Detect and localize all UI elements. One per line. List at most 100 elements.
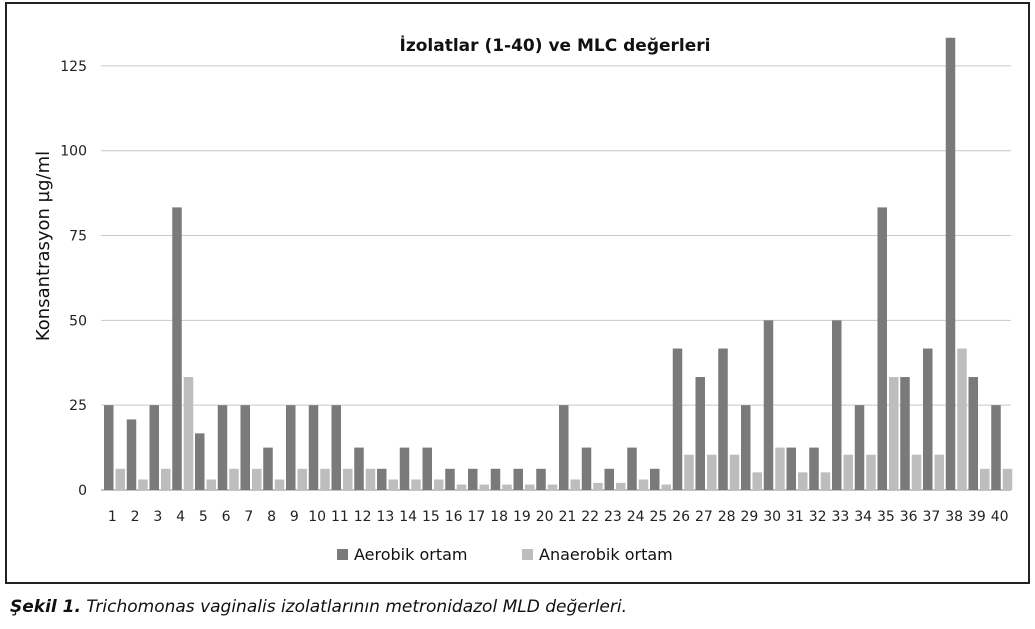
bar-anaerobik-39 — [980, 468, 990, 490]
x-tick-label: 17 — [467, 509, 485, 525]
x-tick-label: 9 — [290, 509, 299, 525]
x-tick-label: 1 — [108, 509, 117, 525]
bar-anaerobik-3 — [161, 468, 171, 490]
bar-aerobik-39 — [968, 377, 978, 490]
bar-anaerobik-20 — [547, 484, 558, 490]
x-tick-label: 25 — [649, 509, 667, 525]
bar-aerobik-22 — [581, 447, 592, 490]
bar-anaerobik-31 — [798, 472, 808, 490]
bar-aerobik-37 — [923, 348, 933, 490]
bar-anaerobik-22 — [593, 482, 603, 490]
y-tick-labels: 0 25 50 75 100 125 — [60, 59, 87, 499]
bar-aerobik-28 — [718, 348, 728, 490]
bar-anaerobik-19 — [525, 484, 535, 490]
bar-aerobik-15 — [422, 447, 432, 490]
x-tick-label: 30 — [763, 509, 781, 525]
bar-anaerobik-25 — [661, 484, 671, 490]
legend-label-aerobik: Aerobik ortam — [354, 545, 468, 564]
x-tick-label: 36 — [900, 509, 918, 525]
bar-aerobik-7 — [240, 405, 250, 490]
legend-swatch-anaerobik — [522, 549, 533, 560]
bar-aerobik-17 — [468, 468, 478, 490]
bar-aerobik-8 — [263, 447, 273, 490]
x-tick-label: 40 — [991, 509, 1009, 525]
x-tick-label: 14 — [399, 509, 417, 525]
bar-aerobik-34 — [854, 405, 865, 490]
figure-caption: Şekil 1. Trichomonas vaginalis izolatlar… — [10, 597, 627, 617]
x-tick-label: 27 — [695, 509, 713, 525]
bar-anaerobik-26 — [684, 454, 694, 490]
bar-aerobik-23 — [604, 468, 614, 490]
bar-anaerobik-32 — [820, 472, 831, 490]
x-tick-label: 19 — [513, 509, 531, 525]
bar-aerobik-18 — [490, 468, 501, 490]
bar-aerobik-31 — [786, 447, 796, 490]
y-tick-label: 125 — [60, 59, 87, 75]
x-tick-label: 3 — [153, 509, 162, 525]
bar-aerobik-27 — [695, 377, 705, 490]
x-tick-label: 4 — [176, 509, 185, 525]
bar-anaerobik-16 — [456, 484, 467, 490]
bar-aerobik-9 — [286, 405, 296, 490]
caption-text: Trichomonas vaginalis izolatlarının metr… — [80, 597, 627, 617]
x-tick-label: 16 — [445, 509, 463, 525]
bar-anaerobik-11 — [343, 468, 353, 490]
y-axis-label: Konsantrasyon µg/ml — [33, 151, 54, 341]
bar-anaerobik-5 — [206, 479, 216, 490]
x-tick-label: 35 — [877, 509, 895, 525]
caption-label: Şekil 1. — [10, 597, 81, 617]
bar-anaerobik-13 — [388, 479, 398, 490]
bar-aerobik-1 — [104, 405, 114, 490]
bar-aerobik-40 — [991, 405, 1001, 490]
x-tick-label: 24 — [627, 509, 645, 525]
bar-anaerobik-24 — [638, 479, 649, 490]
x-tick-label: 39 — [968, 509, 986, 525]
bar-aerobik-4 — [172, 207, 182, 490]
bar-aerobik-13 — [377, 468, 387, 490]
x-tick-labels: 1 2 3 4 5 6 7 8 9 10 11 12 13 14 15 16 17 18 19 20 21 22 23 24 2… — [108, 509, 1009, 525]
x-tick-label: 10 — [308, 509, 326, 525]
bar-aerobik-21 — [559, 405, 569, 490]
x-tick-label: 22 — [581, 509, 599, 525]
bar-aerobik-26 — [672, 348, 683, 490]
legend-label-anaerobik: Anaerobik ortam — [539, 545, 673, 564]
x-tick-label: 34 — [854, 509, 872, 525]
bar-anaerobik-2 — [138, 479, 148, 490]
bar-anaerobik-33 — [843, 454, 853, 490]
bar-anaerobik-30 — [775, 447, 785, 490]
bar-aerobik-29 — [741, 405, 751, 490]
x-tick-label: 37 — [922, 509, 940, 525]
x-tick-label: 7 — [244, 509, 253, 525]
bar-anaerobik-17 — [479, 484, 489, 490]
bar-aerobik-10 — [308, 405, 319, 490]
x-tick-label: 15 — [422, 509, 440, 525]
bar-anaerobik-10 — [320, 468, 330, 490]
x-tick-label: 12 — [354, 509, 372, 525]
x-tick-label: 2 — [131, 509, 140, 525]
bar-anaerobik-18 — [502, 484, 512, 490]
x-tick-label: 23 — [604, 509, 622, 525]
bar-anaerobik-12 — [365, 468, 376, 490]
bar-anaerobik-4 — [183, 377, 194, 490]
bar-aerobik-12 — [354, 447, 364, 490]
x-tick-label: 11 — [331, 509, 349, 525]
bar-aerobik-30 — [763, 320, 774, 490]
y-tick-label: 100 — [60, 144, 87, 160]
y-tick-label: 75 — [69, 229, 87, 245]
x-tick-label: 33 — [831, 509, 849, 525]
x-tick-label: 13 — [376, 509, 394, 525]
bars — [104, 37, 1013, 491]
bar-anaerobik-23 — [616, 482, 626, 490]
bar-anaerobik-8 — [274, 479, 285, 490]
legend-swatch-aerobik — [337, 549, 348, 560]
x-tick-label: 18 — [490, 509, 508, 525]
bar-aerobik-2 — [126, 419, 137, 490]
gridlines — [101, 65, 1011, 491]
bar-anaerobik-37 — [934, 454, 944, 490]
x-tick-label: 6 — [222, 509, 231, 525]
bar-anaerobik-38 — [957, 348, 967, 490]
bar-aerobik-6 — [217, 405, 228, 490]
legend: Aerobik ortam Anaerobik ortam — [337, 545, 673, 564]
x-tick-label: 20 — [536, 509, 554, 525]
